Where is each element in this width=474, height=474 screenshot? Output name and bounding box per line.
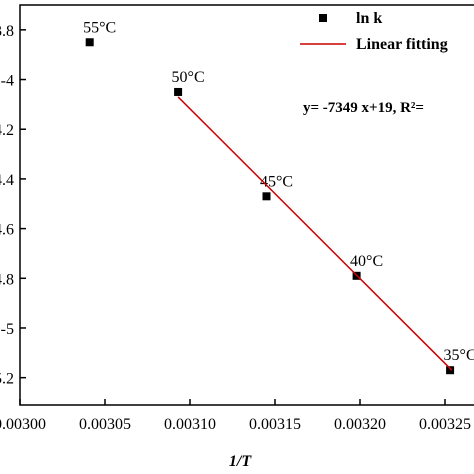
y-tick-label: -4 <box>1 73 14 90</box>
fit-line <box>177 96 453 371</box>
legend-marker <box>319 14 327 22</box>
y-tick-label: -3.8 <box>0 23 14 40</box>
legend-label: Linear fitting <box>356 36 448 53</box>
point-label: 50°C <box>172 69 205 86</box>
y-tick-label: -5.2 <box>0 371 14 388</box>
y-tick-label: -4.8 <box>0 271 14 288</box>
x-tick-label: 0.00320 <box>334 416 386 433</box>
x-tick-label: 0.00310 <box>164 416 216 433</box>
y-tick-label: -5 <box>1 321 14 338</box>
x-tick-label: 0.00300 <box>0 416 46 433</box>
point-label: 45°C <box>260 173 293 190</box>
plot-frame <box>19 4 474 406</box>
point <box>85 38 94 47</box>
point <box>262 192 271 201</box>
legend-label: ln k <box>356 10 382 27</box>
equation: y= -7349 x+19, R²= <box>303 100 424 116</box>
y-tick-label: -4.2 <box>0 122 14 139</box>
point-label: 35°C <box>444 347 474 364</box>
y-tick-label: -4.6 <box>0 222 14 239</box>
point-label: 55°C <box>83 19 116 36</box>
point <box>446 366 455 375</box>
x-tick-label: 0.00315 <box>249 416 301 433</box>
x-tick-label: 0.00325 <box>419 416 471 433</box>
x-axis-label: 1/T <box>229 453 252 470</box>
point <box>174 87 183 96</box>
y-tick-label: -4.4 <box>0 172 14 189</box>
point-label: 40°C <box>350 253 383 270</box>
x-tick-label: 0.00305 <box>79 416 131 433</box>
